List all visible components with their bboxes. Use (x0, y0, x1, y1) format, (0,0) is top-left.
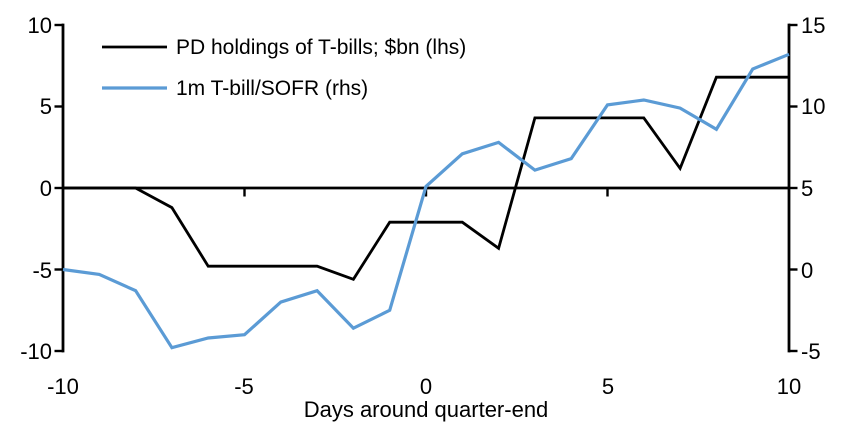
y-left-tick-label: 5 (40, 94, 52, 119)
y-right-tick-label: 5 (801, 176, 813, 201)
y-left-tick-labels: 10 5 0 -5 -10 (20, 13, 52, 364)
y-left-tick-label: -10 (20, 339, 52, 364)
y-left-tick-label: 10 (28, 13, 52, 38)
series-group (62, 52, 790, 350)
y-left-tick-label: -5 (32, 258, 52, 283)
x-tick-label: 5 (602, 374, 614, 399)
x-tick-label: -10 (47, 374, 79, 399)
x-tick-label: 0 (420, 374, 432, 399)
legend-label-sofr: 1m T-bill/SOFR (rhs) (176, 77, 368, 100)
y-right-tick-label: 15 (801, 13, 825, 38)
pd-holdings-line (63, 75, 789, 281)
x-tick-label: 10 (777, 374, 801, 399)
y-right-tick-label: 0 (801, 258, 813, 283)
x-tick-label: -5 (234, 374, 254, 399)
y-right-tick-label: 10 (801, 94, 825, 119)
y-right-tick-labels: 15 10 5 0 -5 (801, 13, 825, 364)
y-right-tick-label: -5 (801, 339, 821, 364)
x-axis-title: Days around quarter-end (304, 397, 549, 422)
legend: PD holdings of T-bills; $bn (lhs) 1m T-b… (102, 36, 466, 100)
tick-marks (54, 23, 798, 353)
x-tick-labels: -10 -5 0 5 10 (47, 374, 801, 399)
tbill-sofr-line (62, 52, 790, 350)
legend-label-pd: PD holdings of T-bills; $bn (lhs) (176, 36, 466, 59)
y-left-tick-label: 0 (40, 176, 52, 201)
